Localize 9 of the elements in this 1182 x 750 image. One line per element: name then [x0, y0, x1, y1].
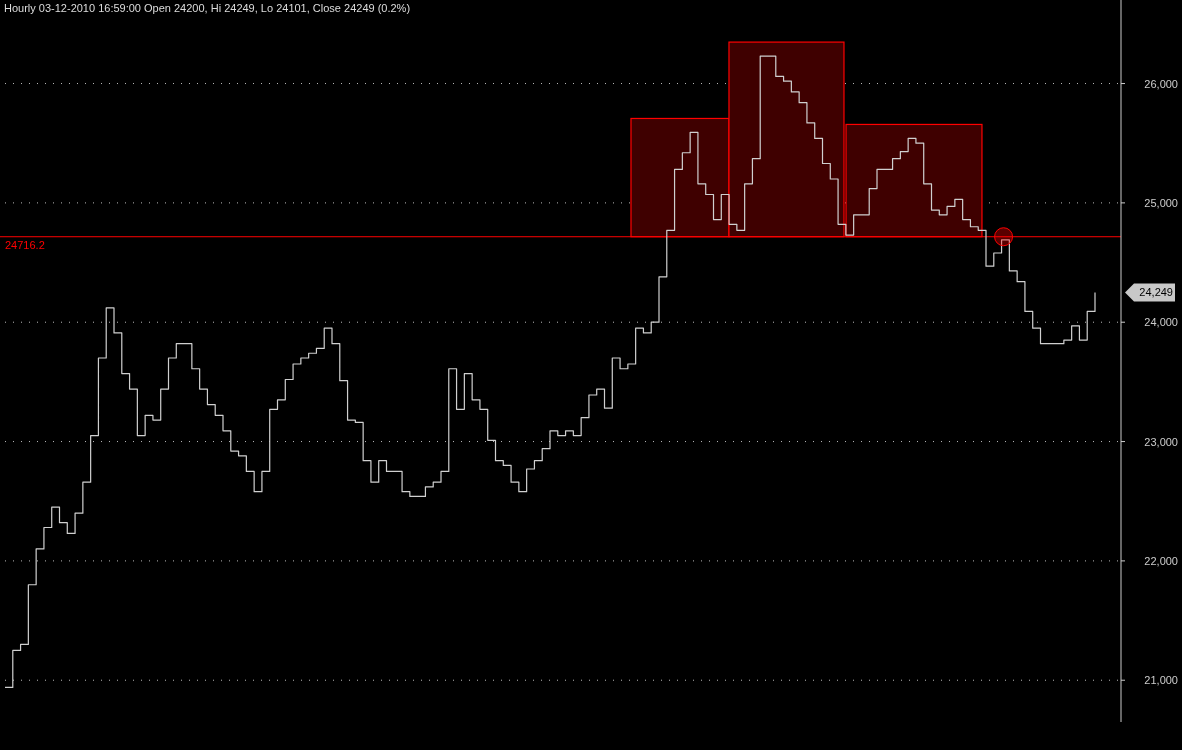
y-tick-label: 21,000	[1144, 674, 1178, 687]
chart-title: Hourly 03-12-2010 16:59:00 Open 24200, Hi 24249, Lo 24101, Close 24249 (0.2%)	[4, 2, 411, 14]
text: 24,249	[1139, 286, 1173, 299]
ref-line-label: 24716.2	[5, 238, 45, 251]
y-tick-label: 22,000	[1144, 554, 1178, 567]
y-tick-label: 24,000	[1144, 316, 1178, 329]
y-tick-label: 26,000	[1144, 77, 1178, 90]
y-tick-label: 23,000	[1144, 435, 1178, 448]
y-tick-label: 25,000	[1144, 196, 1178, 209]
